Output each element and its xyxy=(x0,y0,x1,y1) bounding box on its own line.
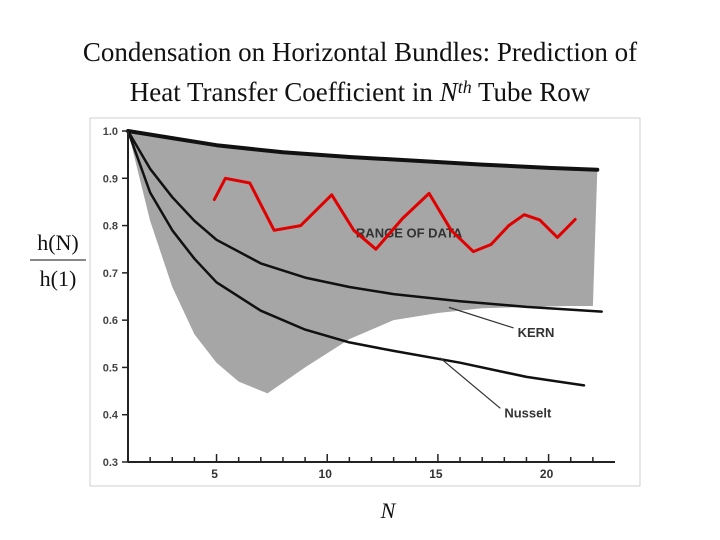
title-superscript: th xyxy=(457,77,472,97)
annotation-nusselt: Nusselt xyxy=(504,405,552,420)
annotation-leader-kern xyxy=(448,306,514,329)
range-of-data-area xyxy=(128,131,598,394)
red-wave-overlay xyxy=(212,176,577,254)
title-text-pre: Heat Transfer Coefficient in xyxy=(129,77,440,107)
chart-title-line-2: Heat Transfer Coefficient in Nth Tube Ro… xyxy=(0,71,720,108)
annotation-range-of-data: RANGE OF DATA xyxy=(356,226,463,241)
y-axis-label-numerator: h(N) xyxy=(37,230,79,255)
y-tick-label: 0.8 xyxy=(103,221,118,233)
x-tick-label: 5 xyxy=(211,467,218,481)
y-tick-label: 0.7 xyxy=(103,268,118,280)
title-variable: N xyxy=(439,77,458,107)
plot-frame xyxy=(89,117,641,487)
chart-title-line-1: Condensation on Horizontal Bundles: Pred… xyxy=(82,37,638,67)
y-tick-label: 1.0 xyxy=(103,126,118,138)
y-tick-label: 0.6 xyxy=(103,315,118,327)
x-tick-label: 10 xyxy=(319,467,333,481)
curve-upper-bound xyxy=(126,129,600,172)
annotation-kern: KERN xyxy=(518,325,555,340)
title-text-post: Tube Row xyxy=(471,77,591,107)
curve-nusselt xyxy=(126,129,586,387)
x-tick-label: 20 xyxy=(540,467,554,481)
y-axis-label-denominator: h(1) xyxy=(40,266,77,291)
y-tick-label: 0.5 xyxy=(103,362,118,374)
curve-kern xyxy=(126,129,603,313)
x-tick-label: 15 xyxy=(429,467,443,481)
x-axis-label: N xyxy=(380,498,397,523)
annotation-leader-nusselt xyxy=(439,357,501,409)
y-tick-label: 0.4 xyxy=(103,410,119,422)
y-tick-label: 0.3 xyxy=(103,457,118,469)
y-tick-label: 0.9 xyxy=(103,173,118,185)
